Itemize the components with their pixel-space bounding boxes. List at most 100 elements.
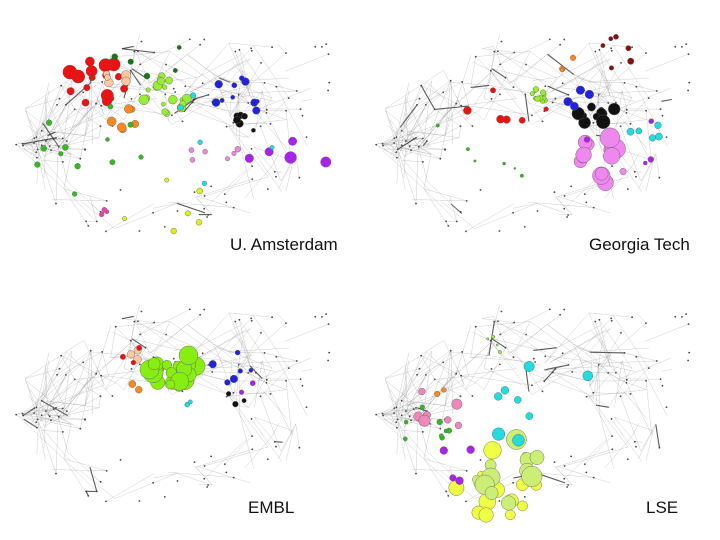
graph-node <box>434 390 441 397</box>
graph-node <box>197 139 203 145</box>
highlight-group <box>583 118 654 166</box>
graph-node <box>71 191 78 197</box>
highlighted-nodes <box>120 345 256 408</box>
graph-node <box>161 108 169 116</box>
graph-node <box>101 207 108 213</box>
graph-node <box>127 121 134 128</box>
graph-node <box>435 123 440 128</box>
graph-node <box>519 173 524 178</box>
graph-node <box>248 367 254 373</box>
graph-node <box>608 102 621 116</box>
graph-node <box>403 419 409 425</box>
highlight-group <box>559 54 576 73</box>
graph-node <box>449 474 457 482</box>
graph-node <box>45 119 53 126</box>
graph-node <box>85 65 98 77</box>
graph-node <box>502 161 506 166</box>
highlight-group <box>139 345 206 392</box>
graph-node <box>575 85 585 95</box>
highlighted-nodes <box>34 45 332 235</box>
graph-node <box>202 148 208 155</box>
highlight-group <box>434 387 447 397</box>
graph-node <box>418 414 431 427</box>
graph-node <box>483 441 502 460</box>
graph-node <box>126 350 135 359</box>
graph-node <box>584 89 594 99</box>
graph-node <box>226 391 232 397</box>
graph-node <box>505 509 516 521</box>
graph-node <box>232 401 239 408</box>
highlight-group <box>529 86 548 104</box>
graph-node <box>251 127 256 133</box>
graph-node <box>625 45 632 52</box>
highlight-group <box>138 72 192 117</box>
graph-node <box>127 58 134 65</box>
edges <box>376 34 689 232</box>
graph-node <box>532 86 540 93</box>
panel-embl: EMBL <box>0 270 360 540</box>
graph-node <box>583 136 591 143</box>
graph-node <box>114 73 123 81</box>
graph-node <box>466 147 470 152</box>
graph-node <box>613 34 619 40</box>
background-nodes <box>375 38 691 233</box>
graph-node <box>230 95 235 100</box>
graph-node <box>229 374 238 383</box>
graph-node <box>575 146 592 164</box>
graph-node <box>201 180 208 187</box>
graph-node <box>62 144 69 151</box>
panel-lse: LSE <box>360 270 720 540</box>
highlight-group <box>226 391 247 408</box>
graph-node <box>647 156 654 163</box>
graph-node <box>269 145 275 150</box>
graph-node <box>189 157 196 163</box>
graph-node <box>495 343 499 347</box>
graph-node <box>239 389 245 395</box>
graph-node <box>608 65 614 71</box>
graph-node <box>643 160 648 166</box>
graph-node <box>189 92 196 99</box>
graph-node <box>540 89 547 96</box>
highlighted-nodes <box>435 34 663 191</box>
graph-node <box>157 77 166 86</box>
graph-node <box>513 167 517 170</box>
graph-node <box>128 380 137 388</box>
highlight-group <box>99 207 110 218</box>
graph-node <box>225 156 230 162</box>
highlight-group <box>208 349 254 386</box>
graph-node <box>184 401 190 408</box>
graph-node <box>107 103 114 110</box>
highlight-group <box>122 177 203 235</box>
graph-node <box>534 95 541 102</box>
graph-node <box>170 227 177 235</box>
graph-node <box>463 106 472 115</box>
graph-node <box>40 145 47 152</box>
highlight-group <box>626 121 663 142</box>
graph-node <box>563 97 573 107</box>
graph-node <box>525 412 534 420</box>
graph-node <box>517 500 528 512</box>
graph-node <box>135 386 143 394</box>
graph-node <box>626 127 635 136</box>
graph-node <box>58 151 64 157</box>
network-graph <box>15 304 331 503</box>
panel-label: LSE <box>646 498 679 517</box>
edges <box>16 304 329 502</box>
graph-node <box>403 436 408 442</box>
graph-node <box>208 360 217 369</box>
graph-node <box>172 68 178 73</box>
graph-node <box>187 399 193 405</box>
graph-node <box>252 106 261 115</box>
graph-node <box>165 379 176 390</box>
graph-node <box>490 87 496 94</box>
graph-node <box>521 465 543 487</box>
graph-node <box>250 98 259 107</box>
highlight-group <box>413 387 463 430</box>
graph-node <box>603 147 621 165</box>
highlight-group <box>486 335 502 354</box>
graph-node <box>109 159 116 166</box>
panel-label: Georgia Tech <box>589 235 690 254</box>
graph-node <box>441 387 447 393</box>
graph-node <box>233 116 241 125</box>
graph-node <box>587 102 596 112</box>
